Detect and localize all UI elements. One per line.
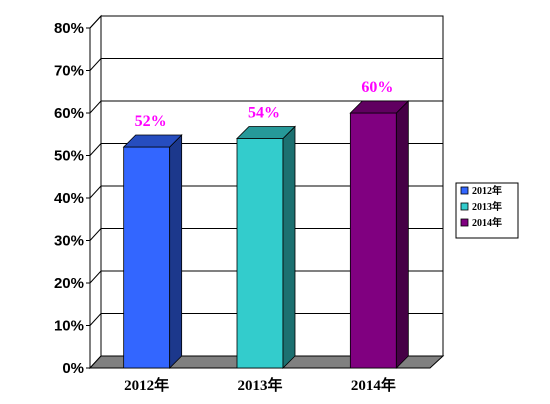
gridline — [89, 313, 443, 326]
bar-front — [123, 146, 171, 369]
gridline — [89, 15, 443, 29]
y-tick-label: 30% — [54, 233, 84, 250]
legend-label: 2012年 — [472, 184, 502, 197]
bar-side — [395, 100, 409, 369]
legend-swatch — [460, 202, 469, 211]
bars — [122, 100, 410, 369]
bar-front — [349, 112, 397, 369]
gridline — [89, 228, 443, 241]
gridline — [89, 270, 443, 284]
gridline — [89, 58, 443, 71]
y-axis: 0% 10% 20% 30% 40% 50% 60% 70% 80% — [54, 20, 91, 377]
x-tick-label: 2013年 — [237, 376, 282, 394]
y-tick-label: 40% — [54, 190, 84, 207]
legend-label: 2014年 — [472, 216, 502, 229]
bar-front — [236, 138, 284, 369]
bar-side — [282, 125, 296, 369]
legend-swatch — [460, 218, 469, 227]
data-label: 60% — [361, 79, 393, 96]
y-tick-label: 0% — [62, 360, 84, 377]
data-label: 54% — [248, 105, 280, 122]
bar-side — [169, 134, 183, 369]
bar-top — [122, 134, 183, 148]
legend: 2012年 2013年 2014年 — [455, 182, 519, 239]
data-label: 52% — [135, 113, 167, 130]
y-tick-label: 80% — [54, 20, 84, 37]
y-tick-label: 70% — [54, 63, 84, 80]
bar — [122, 134, 183, 369]
x-axis: 2012年 2013年 2014年 — [124, 376, 396, 394]
x-tick-label: 2012年 — [124, 376, 169, 394]
bar-top — [349, 100, 410, 114]
y-tick-label: 20% — [54, 275, 84, 292]
bar — [236, 125, 296, 369]
gridline — [89, 185, 443, 199]
bar-top — [236, 126, 296, 139]
legend-swatch — [460, 186, 469, 195]
x-tick-label: 2014年 — [351, 376, 396, 394]
gridlines — [89, 15, 443, 326]
gridline — [89, 143, 443, 156]
data-labels: 52% 54% 60% — [135, 79, 394, 130]
y-tick-label: 50% — [54, 148, 84, 165]
legend-label: 2013年 — [472, 200, 502, 213]
y-tick-label: 10% — [54, 318, 84, 335]
y-tick-label: 60% — [54, 105, 84, 122]
bar — [349, 100, 410, 369]
gridline — [89, 100, 443, 114]
